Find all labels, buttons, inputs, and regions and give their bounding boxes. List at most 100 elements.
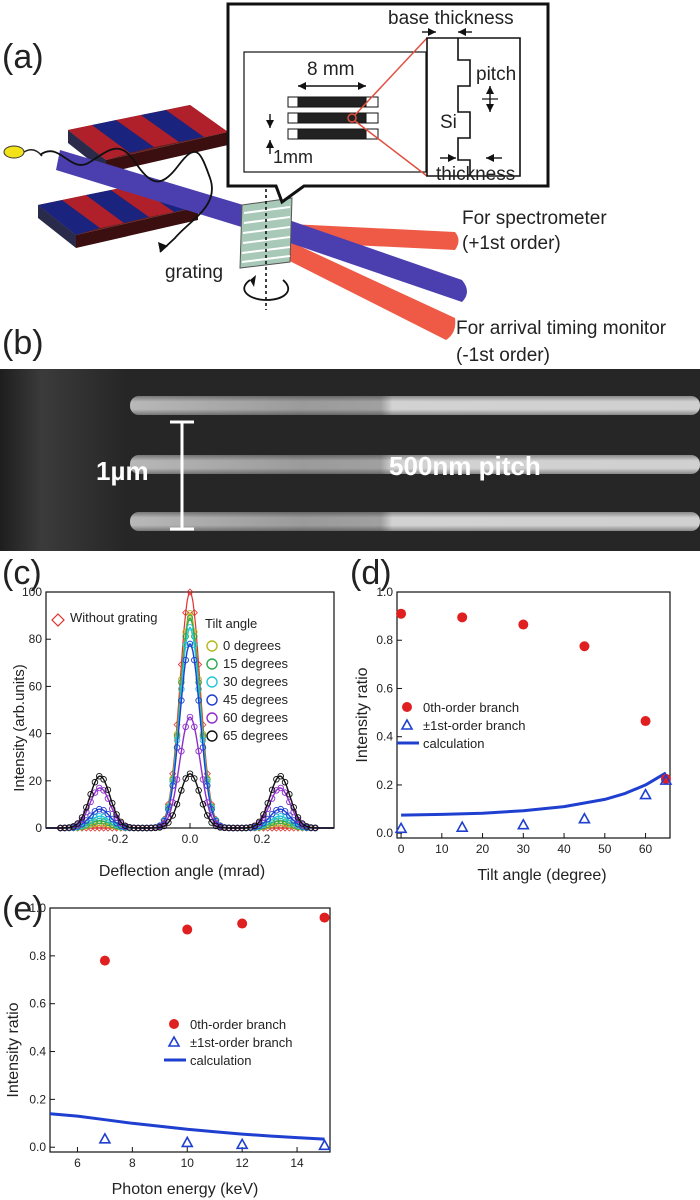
chart-d-legend: 0th-order branch ±1st-order branch calcu… [423, 700, 526, 751]
chart-c-series-point [178, 787, 185, 794]
chart-c-series-point [204, 799, 211, 806]
chart-d-zeroth-point [518, 619, 529, 630]
chart-c-series-point [186, 588, 194, 596]
chart-c-series-point [173, 744, 181, 751]
chart-e-ytick-label: 0.6 [29, 997, 46, 1011]
chart-e-xtick-label: 12 [235, 1156, 249, 1170]
chart-c-series-point [186, 640, 194, 648]
chart-e-ytick-label: 0.2 [29, 1092, 46, 1106]
chart-c-series-point [229, 824, 237, 832]
chart-e-first-point [235, 1137, 249, 1150]
grating-cross-section [426, 37, 521, 177]
pitch-annotation: 500nm pitch [389, 451, 541, 481]
chart-d-xlabel: Tilt angle (degree) [477, 867, 606, 884]
chart-d-first-point [578, 812, 591, 824]
chart-c-series-point [195, 787, 202, 794]
chart-c-series-point [117, 818, 125, 826]
chart-c-series-line [46, 626, 334, 829]
chart-c-series-point [199, 800, 207, 808]
chart-d-first-point [394, 821, 408, 834]
chart-c-series-point [91, 818, 99, 826]
chart-c-series-point [191, 633, 198, 640]
chart-e-calculation-line [49, 1112, 325, 1141]
chart-c-series-point [264, 815, 272, 823]
chart-c-series-point [186, 614, 194, 622]
chart-c-series-point [178, 697, 185, 704]
chart-c-series-point [104, 810, 112, 818]
spectrometer-label-line1: For spectrometer [462, 208, 607, 229]
chart-c-series-point [186, 624, 194, 631]
chart-d-first-point [516, 818, 530, 830]
chart-c-ylabel: Intensity (arb.units) [11, 664, 28, 792]
dim-8mm-label: 8 mm [307, 59, 355, 80]
chart-c-series-point [299, 820, 306, 827]
chart-e-zeroth-point [99, 955, 110, 966]
chart-c-series-point [294, 814, 302, 821]
chart-d-zeroth-point [660, 773, 671, 784]
chart-c-series-point [312, 824, 319, 832]
chart-c-series-point [113, 811, 120, 818]
legend-30-degrees: 30 degrees [223, 674, 289, 689]
chart-c-series-point [195, 747, 202, 755]
legend-marker-tilt [206, 694, 218, 706]
base-thickness-label: base thickness [388, 8, 514, 29]
chart-d-ytick-label: 0.4 [376, 730, 393, 744]
chart-d-xtick-label: 30 [517, 842, 531, 856]
chart-c-series-point [126, 824, 133, 831]
chart-c-series-point [87, 812, 94, 819]
chart-d-calculation-line [401, 771, 667, 817]
chart-e-legend-marker-zeroth [169, 1019, 179, 1029]
chart-c-series-point [182, 775, 189, 782]
chart-e-ytick-label: 0.4 [29, 1045, 46, 1059]
chart-c-series-point [100, 807, 107, 814]
chart-c-series-point [70, 823, 77, 830]
chart-c-series-point [208, 819, 215, 826]
chart-c-series-point [165, 819, 172, 826]
chart-e-xtick-label: 14 [290, 1156, 304, 1170]
sem-grating-line-1 [130, 396, 700, 415]
dim-1mm-label: 1mm [273, 147, 313, 167]
chart-c-series-point [216, 824, 224, 831]
legend-marker-tilt [206, 730, 218, 742]
chart-deflection-profile: -0.2 0.0 0.2 0 20 40 60 80 100 Deflection angle … [11, 585, 335, 880]
chart-d-ylabel: Intensity ratio [354, 667, 371, 762]
chart-c-ytick-label: 0 [35, 821, 42, 835]
chart-c-series-point [178, 685, 185, 693]
chart-c-series-point [186, 770, 194, 777]
panel-a-schematic: (a) [2, 2, 667, 366]
chart-d-zeroth-point [640, 716, 651, 727]
chart-c-series-point [108, 815, 116, 823]
chart-e-xtick-label: 10 [181, 1156, 195, 1170]
chart-c-series-point [303, 823, 310, 830]
chart-e-ylabel: Intensity ratio [5, 1002, 22, 1097]
legend-65-degrees: 65 degrees [223, 728, 289, 743]
panel-c-label: (c) [2, 554, 42, 592]
chart-c-series-point [273, 807, 280, 814]
thickness-label: thickness [436, 164, 515, 185]
chart-e-first-point [318, 1138, 331, 1151]
legend-marker-tilt [206, 712, 218, 724]
chart-c-series-point [182, 723, 189, 731]
chart-d-first-point [455, 820, 469, 832]
chart-d-ytick-label: 0.0 [376, 826, 393, 840]
chart-d-xtick-label: 60 [639, 842, 653, 856]
chart-c-series-point [247, 824, 254, 831]
chart-c-series-point [277, 784, 284, 792]
chart-c-ytick-label: 40 [29, 727, 43, 741]
chart-c-series-point [83, 817, 90, 824]
chart-e-first-point [98, 1132, 112, 1144]
chart-e-xtick-label: 6 [74, 1156, 81, 1170]
legend-marker-tilt [206, 658, 218, 670]
chart-e-plot-frame [49, 907, 331, 1153]
chart-c-series-point [268, 786, 276, 794]
chart-c-series-point [143, 824, 151, 832]
chart-c-series-point [238, 824, 246, 832]
rotation-arrow-icon [243, 279, 289, 301]
chart-c-legend: Without grating Tilt angle 0 degrees 15 … [70, 610, 289, 743]
spectrometer-label-line2: (+1st order) [462, 233, 561, 254]
chart-c-series-point [191, 723, 198, 731]
chart-c-series-point [91, 820, 99, 828]
chart-c-series-point [212, 822, 220, 830]
chart-d-ytick-label: 0.6 [376, 681, 393, 695]
legend-0-degrees: 0 degrees [223, 638, 281, 653]
